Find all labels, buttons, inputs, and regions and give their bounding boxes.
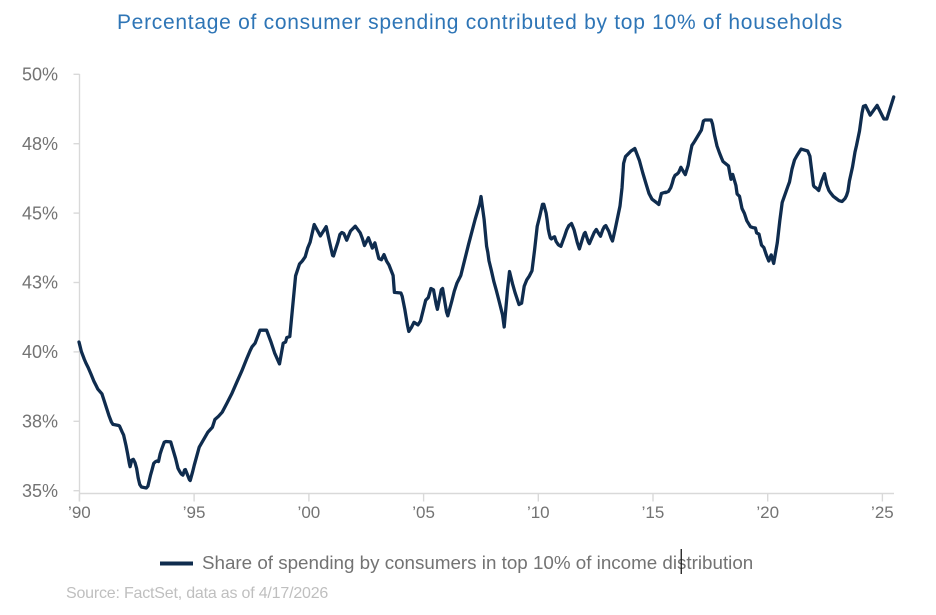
- svg-text:’95: ’95: [183, 503, 206, 522]
- svg-text:’20: ’20: [756, 503, 779, 522]
- svg-text:45%: 45%: [22, 203, 58, 223]
- svg-text:Share of spending by consumers: Share of spending by consumers in top 10…: [202, 552, 753, 573]
- svg-text:38%: 38%: [22, 412, 58, 432]
- svg-text:Source: FactSet, data as of 4/: Source: FactSet, data as of 4/17/2026: [66, 585, 328, 602]
- svg-text:40%: 40%: [22, 342, 58, 362]
- svg-text:35%: 35%: [22, 481, 58, 501]
- svg-text:’00: ’00: [298, 503, 321, 522]
- svg-text:43%: 43%: [22, 273, 58, 293]
- svg-text:’10: ’10: [527, 503, 550, 522]
- svg-text:’15: ’15: [642, 503, 665, 522]
- svg-text:48%: 48%: [22, 134, 58, 154]
- svg-text:50%: 50%: [22, 65, 58, 85]
- svg-text:’90: ’90: [68, 503, 91, 522]
- svg-text:’25: ’25: [871, 503, 894, 522]
- svg-text:’05: ’05: [412, 503, 435, 522]
